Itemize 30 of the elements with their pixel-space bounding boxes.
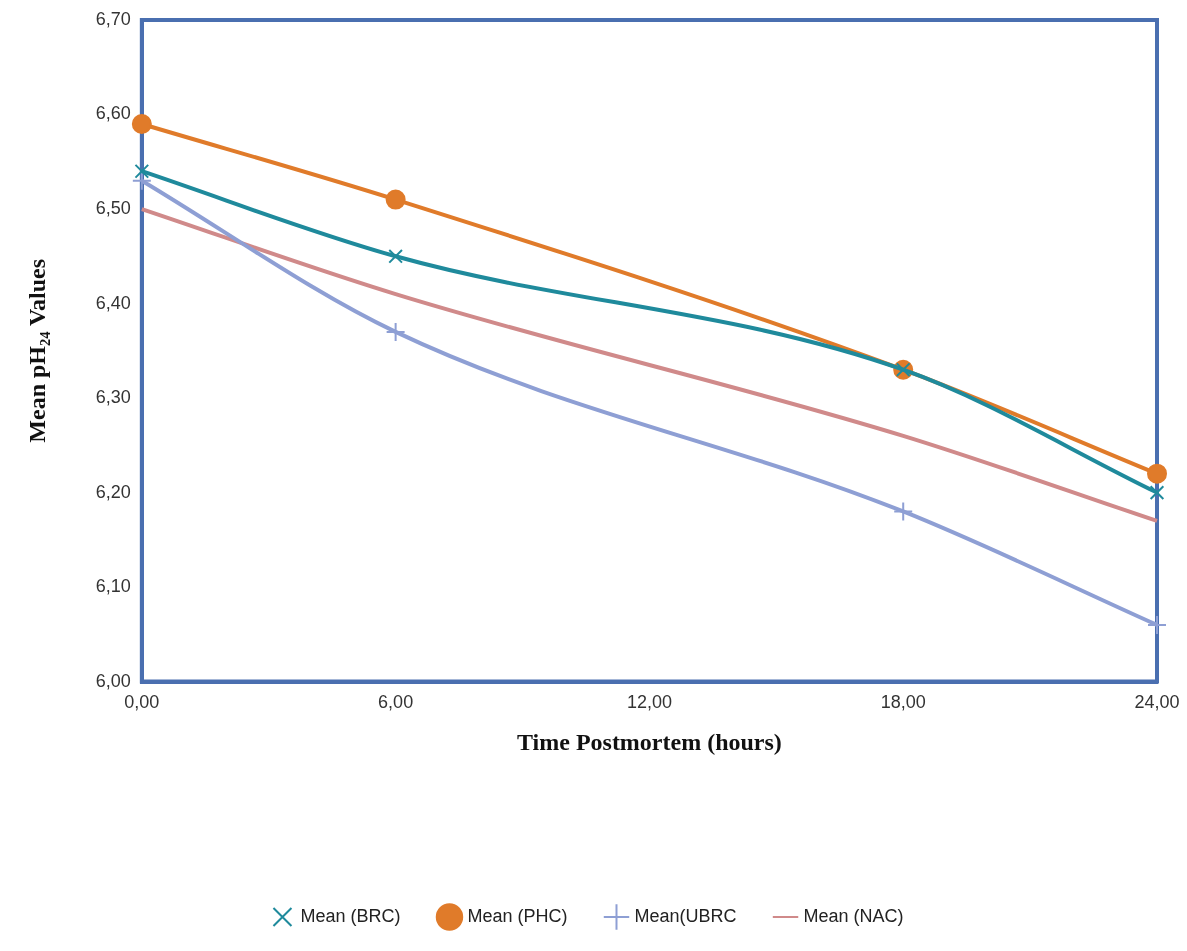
point (1149, 485, 1165, 500)
x-tick-label: 18,00 (880, 692, 926, 713)
y-tick-label: 6,60 (95, 103, 131, 124)
y-tick-label: 6,10 (95, 576, 131, 597)
y-tick-label: 6,00 (95, 670, 131, 691)
x-tick-label: 0,00 (124, 692, 160, 713)
point (893, 501, 914, 522)
y-tick-label: 6,70 (95, 8, 131, 29)
y-tick-label: 6,20 (95, 481, 131, 502)
y-axis-title: Mean pH₂₄ Values (23, 258, 50, 443)
legend-label: Mean(UBRC (634, 905, 737, 926)
line-series (139, 207, 1159, 523)
legend-label: Mean (NAC) (803, 905, 904, 926)
point (1147, 463, 1167, 484)
point (385, 189, 406, 210)
x-axis-title: Time Postmortem (hours) (516, 728, 782, 755)
point (131, 170, 152, 191)
point (385, 321, 406, 342)
legend-label: Mean (PHC) (467, 905, 568, 926)
x-tick-label: 12,00 (626, 692, 672, 713)
y-tick-label: 6,50 (95, 198, 131, 218)
point (131, 113, 152, 134)
x-tick-label: 24,00 (1134, 692, 1180, 713)
y-tick-label: 6,40 (95, 292, 131, 313)
x-tick-label: 6,00 (378, 692, 414, 713)
point (388, 248, 403, 264)
point (134, 163, 150, 179)
y-tick-label: 6,30 (95, 387, 131, 408)
legend-label: Mean (BRC) (300, 905, 401, 926)
point (1147, 614, 1167, 635)
